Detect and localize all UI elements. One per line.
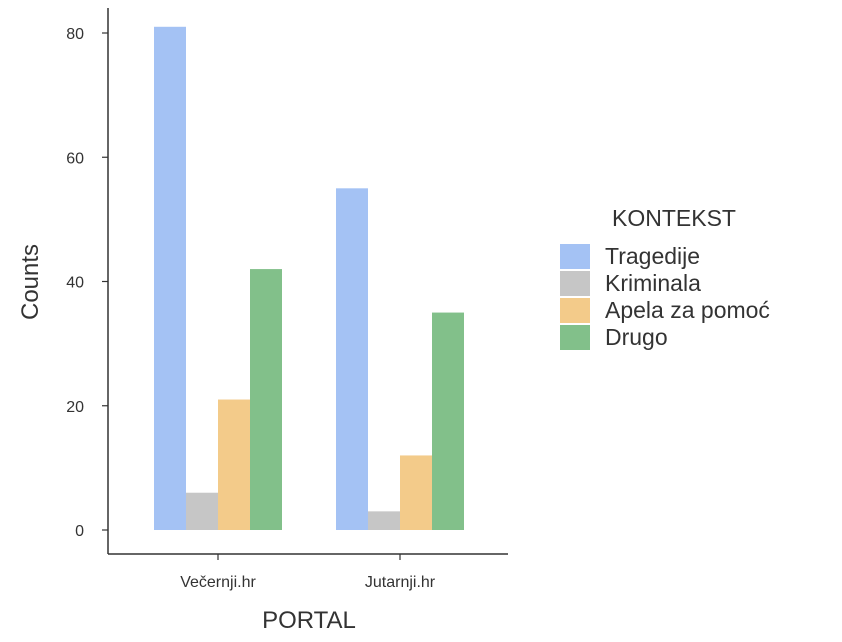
y-axis-title: Counts bbox=[17, 244, 44, 320]
bar bbox=[218, 399, 250, 530]
legend-label: Drugo bbox=[605, 324, 668, 350]
y-ticks-group: 0 20 40 60 80 bbox=[66, 26, 108, 540]
bar bbox=[400, 455, 432, 530]
legend-label: Tragedije bbox=[605, 243, 700, 269]
x-ticks-group: Večernji.hr Jutarnji.hr bbox=[180, 554, 436, 591]
bar bbox=[250, 269, 282, 530]
y-tick-label: 60 bbox=[66, 150, 84, 167]
legend-swatch bbox=[560, 271, 590, 296]
bar bbox=[186, 492, 218, 530]
legend-title: KONTEKST bbox=[612, 205, 736, 231]
y-tick-label: 80 bbox=[66, 26, 84, 43]
y-tick-label: 0 bbox=[75, 523, 84, 540]
bars-group bbox=[154, 26, 464, 530]
bar bbox=[154, 26, 186, 530]
legend-swatch bbox=[560, 244, 590, 269]
legend-swatch bbox=[560, 325, 590, 350]
legend-swatch bbox=[560, 298, 590, 323]
bar bbox=[368, 511, 400, 530]
legend-label: Apela za pomoć bbox=[605, 297, 770, 323]
y-tick-label: 20 bbox=[66, 399, 84, 416]
x-tick-label: Večernji.hr bbox=[180, 574, 256, 591]
legend-label: Kriminala bbox=[605, 270, 701, 296]
bar bbox=[432, 312, 464, 530]
y-tick-label: 40 bbox=[66, 275, 84, 292]
bar bbox=[336, 188, 368, 530]
x-axis-title: PORTAL bbox=[262, 607, 356, 634]
x-tick-label: Jutarnji.hr bbox=[365, 574, 436, 591]
